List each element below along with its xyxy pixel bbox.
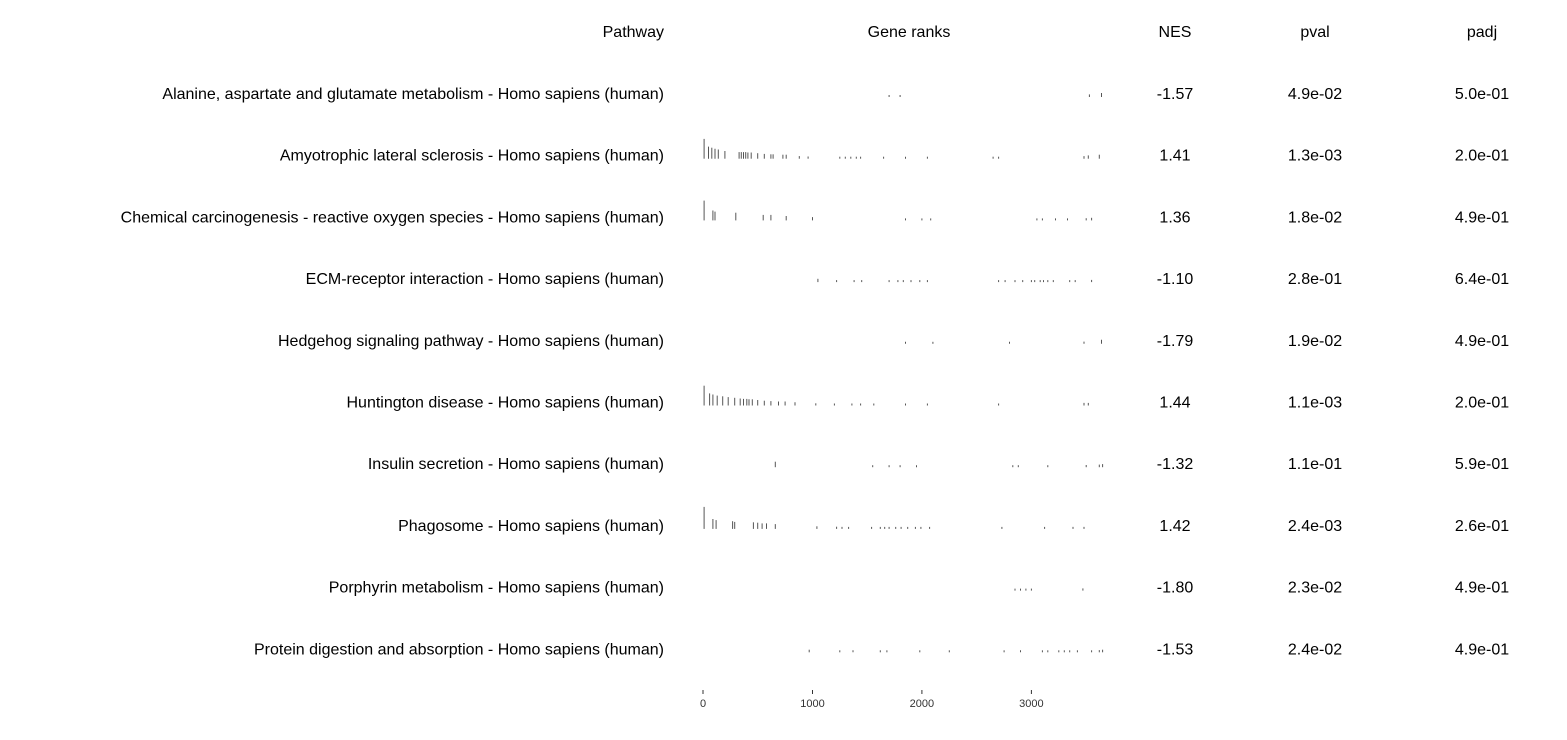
padj-value: 5.0e-01 (1455, 86, 1509, 103)
table-row: Porphyrin metabolism - Homo sapiens (hum… (329, 580, 1509, 597)
nes-value: 1.41 (1159, 148, 1190, 165)
nes-value: 1.42 (1159, 518, 1190, 535)
table-row: Chemical carcinogenesis - reactive oxyge… (121, 200, 1509, 226)
pathway-name: Chemical carcinogenesis - reactive oxyge… (121, 209, 664, 226)
pval-value: 2.4e-03 (1288, 518, 1342, 535)
nes-value: 1.44 (1159, 395, 1190, 412)
table-row: Alanine, aspartate and glutamate metabol… (162, 86, 1509, 103)
header-pathway: Pathway (603, 24, 664, 41)
pathway-name: Porphyrin metabolism - Homo sapiens (hum… (329, 580, 664, 597)
padj-value: 6.4e-01 (1455, 271, 1509, 288)
padj-value: 4.9e-01 (1455, 333, 1509, 350)
table-row: Huntington disease - Homo sapiens (human… (347, 385, 1509, 412)
header-pval: pval (1300, 24, 1329, 41)
x-tick-label: 3000 (1019, 698, 1043, 710)
nes-value: -1.10 (1157, 271, 1194, 288)
pathway-name: Protein digestion and absorption - Homo … (254, 641, 664, 658)
table-row: ECM-receptor interaction - Homo sapiens … (306, 271, 1510, 288)
pval-value: 2.3e-02 (1288, 580, 1342, 597)
pval-value: 1.9e-02 (1288, 333, 1342, 350)
padj-value: 4.9e-01 (1455, 580, 1509, 597)
pval-value: 2.8e-01 (1288, 271, 1342, 288)
pval-value: 1.3e-03 (1288, 148, 1342, 165)
pathway-name: ECM-receptor interaction - Homo sapiens … (306, 271, 664, 288)
pathway-name: Huntington disease - Homo sapiens (human… (347, 395, 665, 412)
pathway-name: Alanine, aspartate and glutamate metabol… (162, 86, 664, 103)
x-tick-label: 2000 (910, 698, 934, 710)
nes-value: -1.79 (1157, 333, 1194, 350)
table-header: Pathway Gene ranks NES pval padj (603, 24, 1498, 41)
x-axis: 0 1000 2000 3000 (700, 690, 1044, 710)
pathway-name: Hedgehog signaling pathway - Homo sapien… (278, 333, 664, 350)
pval-value: 4.9e-02 (1288, 86, 1342, 103)
nes-value: -1.80 (1157, 580, 1194, 597)
padj-value: 2.6e-01 (1455, 518, 1509, 535)
pval-value: 1.8e-02 (1288, 209, 1342, 226)
x-tick-label: 1000 (800, 698, 824, 710)
x-tick-label: 0 (700, 698, 706, 710)
nes-value: 1.36 (1159, 209, 1190, 226)
pathway-name: Phagosome - Homo sapiens (human) (398, 518, 664, 535)
table-row: Hedgehog signaling pathway - Homo sapien… (278, 333, 1509, 350)
header-nes: NES (1159, 24, 1192, 41)
nes-value: -1.53 (1157, 641, 1194, 658)
padj-value: 2.0e-01 (1455, 395, 1509, 412)
header-gene-ranks: Gene ranks (868, 24, 951, 41)
table-rows: Alanine, aspartate and glutamate metabol… (121, 86, 1510, 658)
table-row: Phagosome - Homo sapiens (human) 1.42 2.4e… (398, 506, 1509, 535)
nes-value: -1.57 (1157, 86, 1194, 103)
padj-value: 5.9e-01 (1455, 456, 1509, 473)
pval-value: 1.1e-01 (1288, 456, 1342, 473)
table-row: Amyotrophic lateral sclerosis - Homo sap… (280, 138, 1509, 165)
pval-value: 1.1e-03 (1288, 395, 1342, 412)
table-row: Protein digestion and absorption - Homo … (254, 641, 1509, 658)
pval-value: 2.4e-02 (1288, 641, 1342, 658)
padj-value: 4.9e-01 (1455, 641, 1509, 658)
nes-value: -1.32 (1157, 456, 1194, 473)
pathway-name: Amyotrophic lateral sclerosis - Homo sap… (280, 148, 664, 165)
padj-value: 4.9e-01 (1455, 209, 1509, 226)
table-row: Insulin secretion - Homo sapiens (human)… (368, 456, 1509, 473)
header-padj: padj (1467, 24, 1497, 41)
padj-value: 2.0e-01 (1455, 148, 1509, 165)
pathway-name: Insulin secretion - Homo sapiens (human) (368, 456, 664, 473)
